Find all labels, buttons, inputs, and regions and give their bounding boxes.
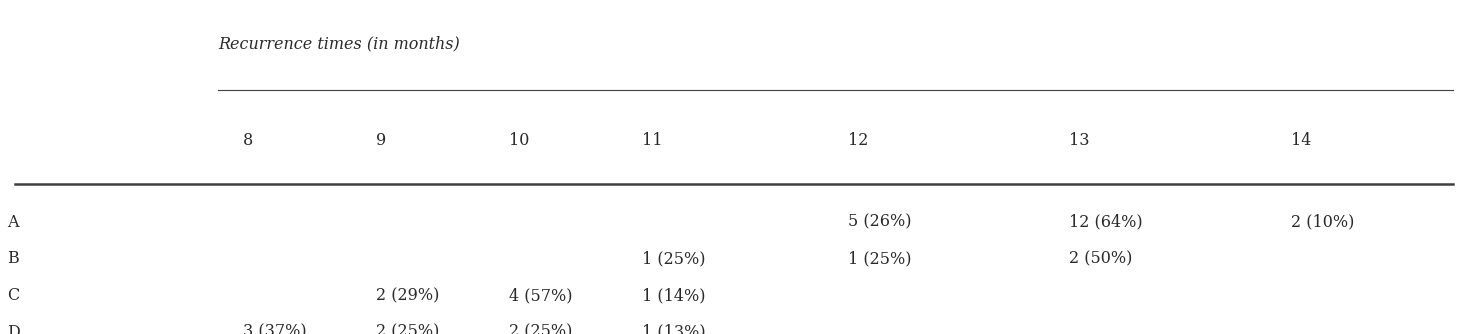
Text: 13: 13 [1069, 132, 1090, 149]
Text: 9: 9 [376, 132, 386, 149]
Text: 14: 14 [1291, 132, 1311, 149]
Text: 5 (26%): 5 (26%) [848, 214, 912, 230]
Text: 12 (64%): 12 (64%) [1069, 214, 1143, 230]
Text: 4 (57%): 4 (57%) [509, 287, 572, 304]
Text: 2 (29%): 2 (29%) [376, 287, 440, 304]
Text: A: A [7, 214, 19, 230]
Text: 1 (13%): 1 (13%) [642, 324, 705, 334]
Text: 10: 10 [509, 132, 530, 149]
Text: 12: 12 [848, 132, 869, 149]
Text: D: D [7, 324, 21, 334]
Text: 2 (10%): 2 (10%) [1291, 214, 1354, 230]
Text: 3 (37%): 3 (37%) [243, 324, 307, 334]
Text: 1 (25%): 1 (25%) [848, 250, 912, 267]
Text: Recurrence times (in months): Recurrence times (in months) [218, 35, 460, 52]
Text: 2 (25%): 2 (25%) [376, 324, 440, 334]
Text: B: B [7, 250, 19, 267]
Text: 2 (50%): 2 (50%) [1069, 250, 1133, 267]
Text: 2 (25%): 2 (25%) [509, 324, 572, 334]
Text: C: C [7, 287, 19, 304]
Text: 8: 8 [243, 132, 254, 149]
Text: 1 (25%): 1 (25%) [642, 250, 705, 267]
Text: 1 (14%): 1 (14%) [642, 287, 705, 304]
Text: 11: 11 [642, 132, 662, 149]
